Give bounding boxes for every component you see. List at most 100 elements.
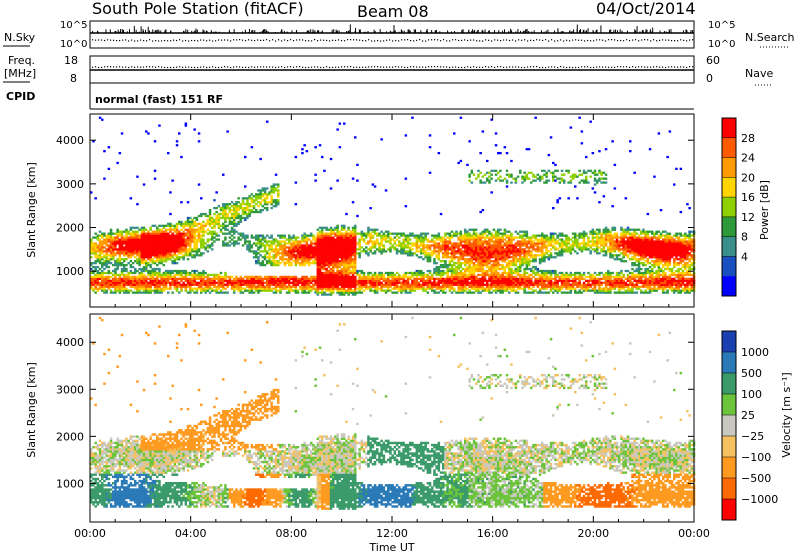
- power-cell: [169, 273, 172, 277]
- power-cell: [466, 244, 469, 247]
- nave-dot: [125, 66, 127, 68]
- power-cell: [415, 254, 419, 257]
- power-cell: [294, 275, 298, 279]
- power-cell: [338, 287, 342, 290]
- power-cell: [450, 273, 454, 277]
- power-cell: [475, 234, 478, 237]
- power-cell: [123, 283, 126, 286]
- power-cell: [189, 248, 192, 251]
- power-cell: [433, 289, 436, 292]
- power-cell: [266, 279, 269, 282]
- power-cell: [224, 214, 227, 218]
- power-cell: [453, 234, 456, 237]
- power-cell: [420, 234, 423, 237]
- power-cell: [420, 236, 423, 239]
- power-cell: [475, 275, 478, 279]
- power-cell: [131, 240, 135, 243]
- power-cell: [354, 293, 357, 296]
- power-cell: [153, 283, 157, 286]
- power-cell: [274, 183, 278, 186]
- power-cell: [457, 275, 460, 279]
- power-cell: [400, 252, 403, 255]
- power-cell: [107, 269, 111, 273]
- power-cell: [105, 242, 108, 245]
- power-cell: [233, 208, 236, 212]
- power-cell: [417, 285, 421, 288]
- nsearch-dot: [578, 39, 580, 41]
- nave-dot: [128, 66, 130, 69]
- power-cell: [382, 236, 386, 239]
- power-cell: [310, 246, 313, 249]
- nsearch-dot: [290, 39, 292, 41]
- power-cell: [237, 197, 240, 200]
- power-cell: [101, 273, 104, 277]
- power-cell: [413, 242, 416, 245]
- power-cell: [178, 258, 181, 261]
- power-cell: [334, 283, 337, 286]
- power-cell: [191, 281, 194, 284]
- power-cell: [472, 234, 476, 237]
- power-cell: [303, 254, 306, 257]
- nave-dot: [548, 66, 550, 68]
- power-cell: [206, 250, 210, 253]
- power-cell: [200, 214, 203, 218]
- nsearch-dot: [221, 39, 223, 41]
- power-cell: [259, 250, 262, 253]
- power-cell: [140, 236, 144, 239]
- power-cell: [349, 250, 353, 253]
- power-cell: [453, 275, 456, 279]
- power-cell: [140, 283, 144, 286]
- power-cell: [468, 254, 471, 257]
- power-cell: [261, 283, 265, 286]
- power-cell: [261, 279, 265, 282]
- power-cell: [197, 283, 201, 286]
- power-cell: [398, 232, 401, 235]
- power-cell: [98, 246, 102, 249]
- power-cell: [167, 279, 170, 282]
- power-cell: [380, 283, 383, 286]
- power-cell: [213, 279, 216, 282]
- power-cell: [129, 283, 133, 286]
- power-cell: [266, 275, 269, 279]
- power-cell: [151, 230, 155, 233]
- power-cell: [367, 230, 370, 233]
- power-cell: [274, 244, 278, 247]
- power-cell: [373, 275, 377, 279]
- nave-dot: [431, 66, 433, 68]
- power-cell: [149, 236, 152, 239]
- power-cell: [219, 277, 223, 281]
- power-cell: [158, 287, 161, 290]
- nave-dot: [614, 66, 616, 69]
- power-cell: [439, 246, 443, 249]
- power-cell: [173, 224, 177, 227]
- power-cell: [442, 238, 445, 241]
- power-cell: [105, 250, 108, 253]
- power-cell: [393, 248, 397, 251]
- power-cell: [349, 285, 353, 288]
- power-cell: [274, 252, 278, 255]
- power-cell: [160, 230, 163, 233]
- power-cell: [294, 289, 298, 292]
- power-cell: [206, 240, 210, 243]
- power-cell: [182, 240, 185, 243]
- power-cell: [360, 275, 364, 279]
- power-cell: [268, 256, 271, 259]
- power-cell: [248, 281, 251, 284]
- nave-dot: [674, 66, 676, 68]
- power-cell: [464, 289, 467, 292]
- power-cell: [134, 267, 137, 271]
- power-cell: [444, 252, 447, 255]
- power-cell: [219, 212, 223, 216]
- power-cell: [477, 240, 480, 243]
- power-cell: [151, 260, 155, 263]
- power-cell: [448, 285, 452, 288]
- power-cell: [345, 246, 348, 249]
- power-cell: [246, 248, 249, 251]
- power-cell: [213, 275, 216, 279]
- power-cell: [200, 291, 203, 294]
- power-cell: [365, 234, 368, 237]
- power-cell: [239, 220, 243, 224]
- power-cell: [376, 281, 379, 284]
- power-cell: [268, 281, 271, 284]
- power-cell: [109, 254, 113, 257]
